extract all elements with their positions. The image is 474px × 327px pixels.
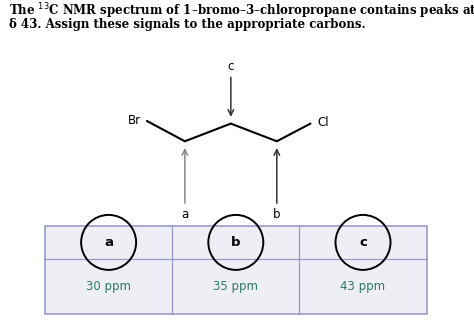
Text: a: a [181, 208, 189, 221]
Text: The $^{13}$C NMR spectrum of 1–bromo–3–chloropropane contains peaks at δ 30,  δ : The $^{13}$C NMR spectrum of 1–bromo–3–c… [9, 2, 474, 21]
Text: b: b [273, 208, 281, 221]
FancyBboxPatch shape [45, 226, 427, 314]
Text: 35 ppm: 35 ppm [213, 280, 258, 293]
Text: c: c [228, 60, 234, 73]
Text: 43 ppm: 43 ppm [340, 280, 385, 293]
Text: b: b [231, 236, 241, 249]
Text: 30 ppm: 30 ppm [86, 280, 131, 293]
Text: Br: Br [128, 113, 141, 127]
Text: a: a [104, 236, 113, 249]
Text: Cl: Cl [318, 116, 329, 129]
Text: δ 43. Assign these signals to the appropriate carbons.: δ 43. Assign these signals to the approp… [9, 18, 366, 31]
Text: c: c [359, 236, 367, 249]
